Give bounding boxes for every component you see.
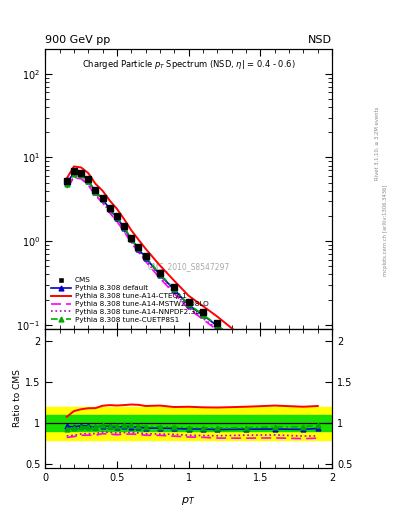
Text: 900 GeV pp: 900 GeV pp [45,35,110,45]
Text: Charged Particle $p_T$ Spectrum (NSD, $\eta$| = 0.4 - 0.6): Charged Particle $p_T$ Spectrum (NSD, $\… [82,58,296,72]
Bar [45,407,332,440]
Y-axis label: Ratio to CMS: Ratio to CMS [13,370,22,428]
Text: Rivet 3.1.10, ≥ 3.2M events: Rivet 3.1.10, ≥ 3.2M events [375,106,380,180]
Text: $p_T$: $p_T$ [182,495,196,507]
Text: CMS_2010_S8547297: CMS_2010_S8547297 [147,263,230,271]
Bar [45,415,332,432]
Text: mcplots.cern.ch [arXiv:1306.3436]: mcplots.cern.ch [arXiv:1306.3436] [383,185,387,276]
Legend: CMS, Pythia 8.308 default, Pythia 8.308 tune-A14-CTEQL1, Pythia 8.308 tune-A14-M: CMS, Pythia 8.308 default, Pythia 8.308 … [49,275,211,325]
Text: NSD: NSD [308,35,332,45]
